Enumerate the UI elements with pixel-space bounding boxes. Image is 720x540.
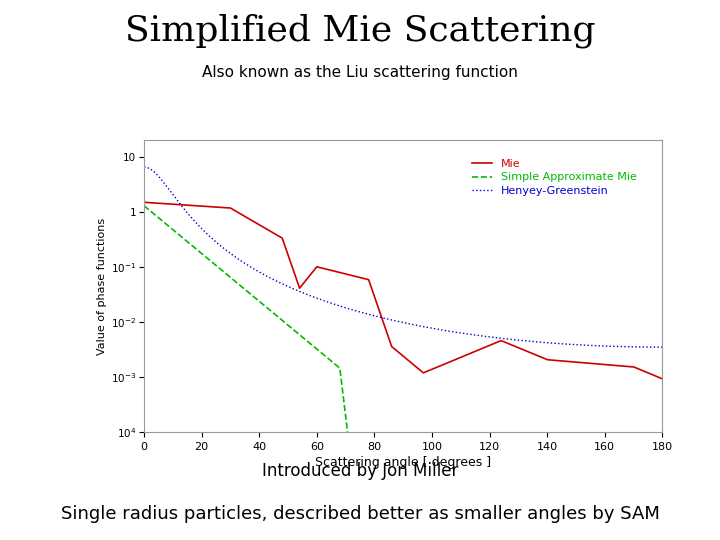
X-axis label: Scattering angle [ degrees ]: Scattering angle [ degrees ] (315, 456, 491, 469)
Text: Introduced by Jon Miller: Introduced by Jon Miller (262, 462, 458, 480)
Text: Also known as the Liu scattering function: Also known as the Liu scattering functio… (202, 65, 518, 80)
Text: Single radius particles, described better as smaller angles by SAM: Single radius particles, described bette… (60, 505, 660, 523)
Legend: Mie, Simple Approximate Mie, Henyey-Greenstein: Mie, Simple Approximate Mie, Henyey-Gree… (467, 154, 642, 200)
Y-axis label: Value of phase functions: Value of phase functions (96, 218, 107, 355)
Text: Simplified Mie Scattering: Simplified Mie Scattering (125, 14, 595, 48)
